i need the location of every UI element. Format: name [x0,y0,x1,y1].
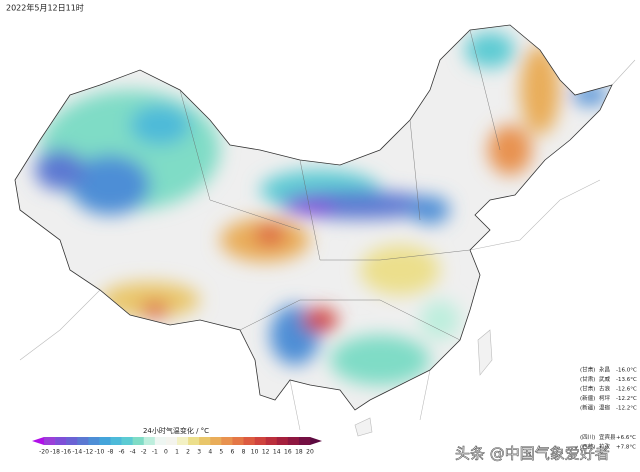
colorbar-segment [77,437,89,445]
colorbar-segment [287,437,300,445]
colorbar-tick-label: 16 [284,449,292,456]
station-name: 武威 [599,375,611,383]
colorbar-segment [254,437,266,445]
colorbar-high-arrow [310,437,322,445]
colorbar-segment [232,437,244,445]
station-province: (四川) [580,434,595,441]
station-change: +6.6°C [616,435,636,441]
station-change: -12.6°C [616,387,637,393]
colorbar-segment [188,437,200,445]
colorbar-tick-label: 2 [186,449,190,456]
station-name: 宜宾县 [599,433,616,441]
legend-title: 24小时气温变化 / °C [143,426,209,435]
colorbar-tick-label: -14 [72,449,82,456]
colorbar-tick-label: -10 [95,449,105,456]
station-name: 温宿 [599,404,611,412]
colorbar-segment [121,437,133,445]
station-name: 柯坪 [599,394,611,402]
station-change: -12.2°C [616,406,637,412]
station-name: 永昌 [599,366,610,374]
colorbar-tick-label: -1 [152,449,158,456]
colorbar-segment [154,437,167,445]
station-name: 拉孜 [599,443,611,451]
colorbar-tick-label: 4 [208,449,212,456]
colorbar-tick-label: -18 [50,449,60,456]
province-borders [179,29,501,341]
colorbar-tick-label: 18 [295,449,303,456]
colorbar-segment [265,437,278,445]
station-change: +7.8°C [616,445,636,451]
colorbar-segment [132,437,145,445]
colorbar-tick-label: 14 [273,449,281,456]
colorbar-segment [99,437,111,445]
station-province: (甘肃) [580,366,595,374]
station-province: (新疆) [580,404,595,412]
colorbar-tick-label: -8 [108,449,114,456]
colorbar-segment [143,437,156,445]
colorbar-tick-label: 8 [242,449,246,456]
colorbar-segment [88,437,100,445]
watermark: 头条 @中国气象爱好者 [455,445,610,463]
station-province: (甘肃) [580,375,595,383]
colorbar-segment [210,437,222,445]
colorbar-tick-label: -16 [61,449,71,456]
colorbar-segment [243,437,255,445]
station-change: -13.6°C [616,377,637,383]
colorbar-tick-label: -2 [141,449,147,456]
colorbar-segment [199,437,211,445]
colorbar-segment [165,437,178,445]
colorbar-tick-label: 12 [262,449,270,456]
colorbar-tick-label: 10 [251,449,259,456]
colorbar: -20 -18 -16 -14 -12 -10 -8 -6 -4 -2 -1 0 1 2 3 4 5 6 8 10 12… [32,437,322,456]
colorbar-segment [276,437,289,445]
colorbar-tick-label: 0 [164,449,168,456]
station-change: -16.0°C [616,368,637,374]
colorbar-segment [66,437,78,445]
colorbar-segment [55,437,67,445]
timestamp: 2022年5月12日11时 [6,3,84,13]
station-name: 古浪 [599,385,611,393]
station-change: -12.2°C [616,396,637,402]
colorbar-segment [298,437,311,445]
country-border [14,24,613,411]
colorbar-segment [221,437,233,445]
colorbar-tick-label: 3 [197,449,201,456]
colorbar-tick-label: -4 [130,449,136,456]
colorbar-low-arrow [32,437,44,445]
colorbar-tick-label: 20 [306,449,314,456]
colorbar-tick-label: 5 [219,449,223,456]
colorbar-tick-label: -12 [83,449,93,456]
colorbar-segment [177,437,189,445]
colorbar-tick-label: 1 [175,449,179,456]
colorbar-segment [44,437,56,445]
colorbar-tick-label: 6 [231,449,235,456]
station-list: (甘肃) 永昌 -16.0°C (甘肃) 武威 -13.6°C (甘肃) 古浪 -12.6°C (… [580,366,637,451]
colorbar-tick-label: -20 [39,449,49,456]
colorbar-tick-label: -6 [119,449,125,456]
neighbor-borders [19,59,636,437]
colorbar-segment [110,437,122,445]
station-province: (新疆) [580,394,595,402]
station-province: (西藏) [580,443,595,451]
station-province: (甘肃) [580,385,595,393]
